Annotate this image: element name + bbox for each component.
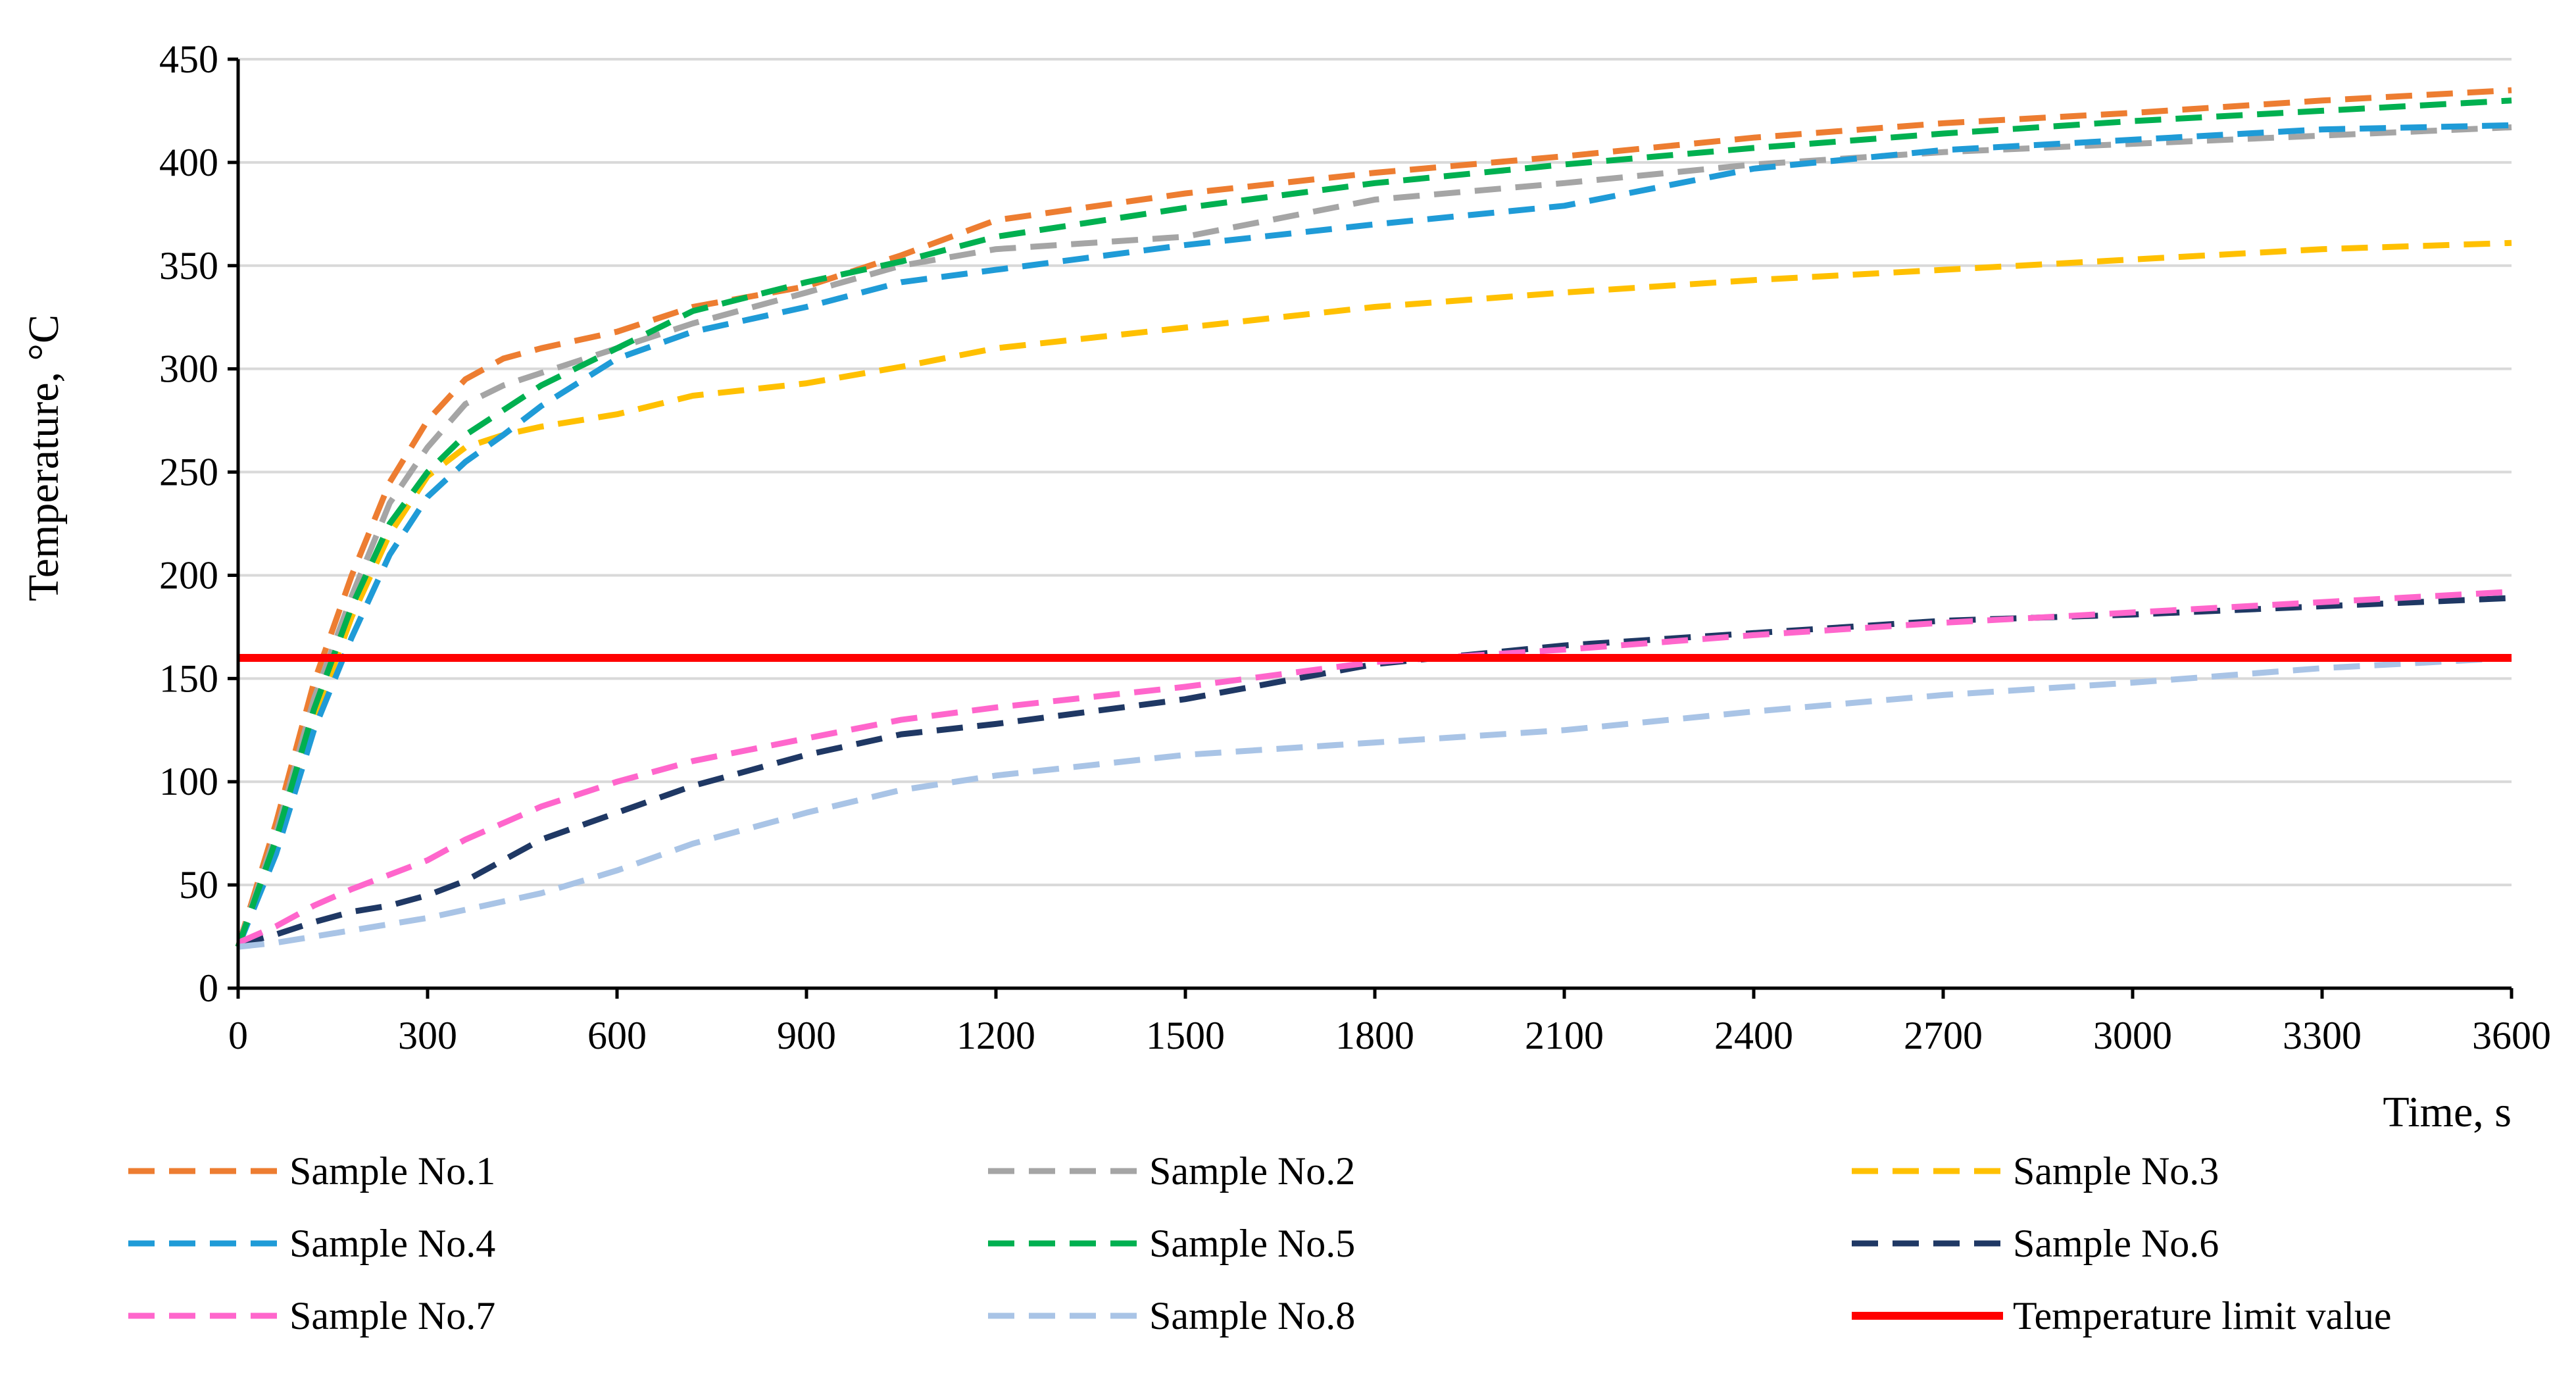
series-line-8 [237, 655, 2512, 950]
series-line-1 [235, 87, 2512, 948]
legend-item: Sample No.4 [128, 1222, 495, 1265]
legend-label: Sample No.5 [1149, 1222, 1355, 1265]
x-tick-label: 1800 [1335, 1014, 1414, 1057]
legend-item: Sample No.1 [128, 1149, 495, 1193]
y-axis-title: Temperature, °C [20, 314, 68, 601]
x-tick-label: 300 [398, 1014, 457, 1057]
x-axis-title: Time, s [2383, 1088, 2512, 1136]
x-tick-label: 2700 [1904, 1014, 1983, 1057]
x-tick-label: 2400 [1714, 1014, 1793, 1057]
legend-label: Sample No.8 [1149, 1294, 1355, 1338]
x-tick-label: 900 [777, 1014, 836, 1057]
legend-item: Sample No.2 [988, 1149, 1355, 1193]
y-tick-label: 450 [159, 38, 218, 81]
x-tick-label: 2100 [1525, 1014, 1604, 1057]
y-tick-label: 400 [159, 141, 218, 184]
x-tick-label: 3600 [2472, 1014, 2551, 1057]
legend-label: Temperature limit value [2013, 1294, 2392, 1338]
x-tick-label: 600 [587, 1014, 647, 1057]
legend-item: Sample No.5 [988, 1222, 1355, 1265]
y-tick-label: 0 [199, 966, 218, 1010]
y-tick-label: 300 [159, 347, 218, 391]
series-line-5 [235, 97, 2512, 948]
series-line-6 [237, 595, 2512, 948]
legend-item: Sample No.6 [1852, 1222, 2219, 1265]
y-tick-label: 250 [159, 451, 218, 494]
y-tick-label: 350 [159, 244, 218, 288]
x-tick-label: 3300 [2283, 1014, 2362, 1057]
y-tick-label: 200 [159, 553, 218, 597]
series-line-2 [235, 124, 2512, 948]
x-tick-label: 3000 [2093, 1014, 2172, 1057]
legend-label: Sample No.2 [1149, 1149, 1355, 1193]
legend-label: Sample No.7 [289, 1294, 495, 1338]
x-tick-label: 0 [228, 1014, 248, 1057]
x-tick-label: 1200 [956, 1014, 1035, 1057]
legend-label: Sample No.1 [289, 1149, 495, 1193]
legend-item: Sample No.7 [128, 1294, 495, 1338]
legend-label: Sample No.4 [289, 1222, 495, 1265]
legend-label: Sample No.6 [2013, 1222, 2219, 1265]
y-tick-label: 100 [159, 760, 218, 803]
series-line-7 [237, 589, 2512, 946]
legend-item: Sample No.8 [988, 1294, 1355, 1338]
legend-label: Sample No.3 [2013, 1149, 2219, 1193]
legend-item: Sample No.3 [1852, 1149, 2219, 1193]
series-line-4 [235, 122, 2512, 948]
y-tick-label: 150 [159, 657, 218, 700]
y-tick-label: 50 [179, 863, 218, 907]
x-tick-label: 1500 [1146, 1014, 1225, 1057]
series-line-3 [235, 239, 2512, 948]
legend-item: Temperature limit value [1852, 1294, 2392, 1338]
